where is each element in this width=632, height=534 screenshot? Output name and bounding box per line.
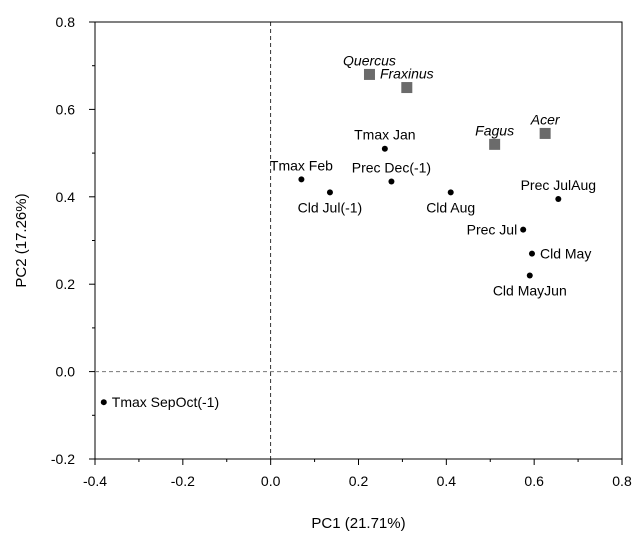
variable-label: Cld May [540, 246, 591, 262]
species-marker [489, 138, 501, 150]
variable-label: Tmax SepOct(-1) [112, 394, 219, 410]
variable-marker [326, 189, 333, 196]
species-label: Quercus [343, 52, 396, 68]
y-tick-label: 0.0 [56, 364, 76, 380]
variable-label: Prec JulAug [521, 177, 596, 193]
variable-label: Cld Jul(-1) [298, 199, 363, 215]
x-tick-label: -0.4 [83, 473, 107, 489]
variable-marker [388, 178, 395, 185]
variable-label: Prec Jul [467, 222, 518, 238]
plot-area: -0.4 -0.2 0.0 0.2 0.4 0.6 0.8 -0.2 0.0 0.2 0.4 0.6 0… [51, 14, 632, 489]
y-tick-label: 0.4 [56, 189, 76, 205]
variable-marker [381, 145, 388, 152]
species-label: Fagus [475, 122, 514, 138]
variable-marker [100, 399, 107, 406]
variable-marker [555, 195, 562, 202]
species-label: Fraxinus [380, 66, 434, 82]
species-label: Acer [530, 111, 561, 127]
y-tick-label: -0.2 [51, 451, 75, 467]
x-tick-label: 0.8 [612, 473, 632, 489]
species-marker [539, 127, 551, 139]
variable-label: Cld Aug [426, 199, 475, 215]
variable-label: Tmax Jan [354, 127, 415, 143]
x-tick-label: 0.0 [261, 473, 281, 489]
y-tick-label: 0.6 [56, 101, 76, 117]
species-marker [363, 68, 375, 80]
y-tick-label: 0.8 [56, 14, 76, 30]
y-axis-title: PC2 (17.26%) [13, 193, 30, 287]
variable-marker [528, 250, 535, 257]
variable-marker [298, 176, 305, 183]
species-marker [401, 82, 413, 94]
variable-label: Tmax Feb [270, 157, 333, 173]
x-tick-label: -0.2 [171, 473, 195, 489]
variable-label: Prec Dec(-1) [352, 160, 431, 176]
x-tick-label: 0.2 [349, 473, 369, 489]
variable-marker [520, 226, 527, 233]
x-axis-title: PC1 (21.71%) [311, 515, 405, 532]
variable-marker [447, 189, 454, 196]
variable-label: Cld MayJun [493, 282, 567, 298]
x-tick-label: 0.4 [437, 473, 457, 489]
variable-marker [526, 272, 533, 279]
x-tick-label: 0.6 [524, 473, 544, 489]
y-tick-label: 0.2 [56, 276, 76, 292]
